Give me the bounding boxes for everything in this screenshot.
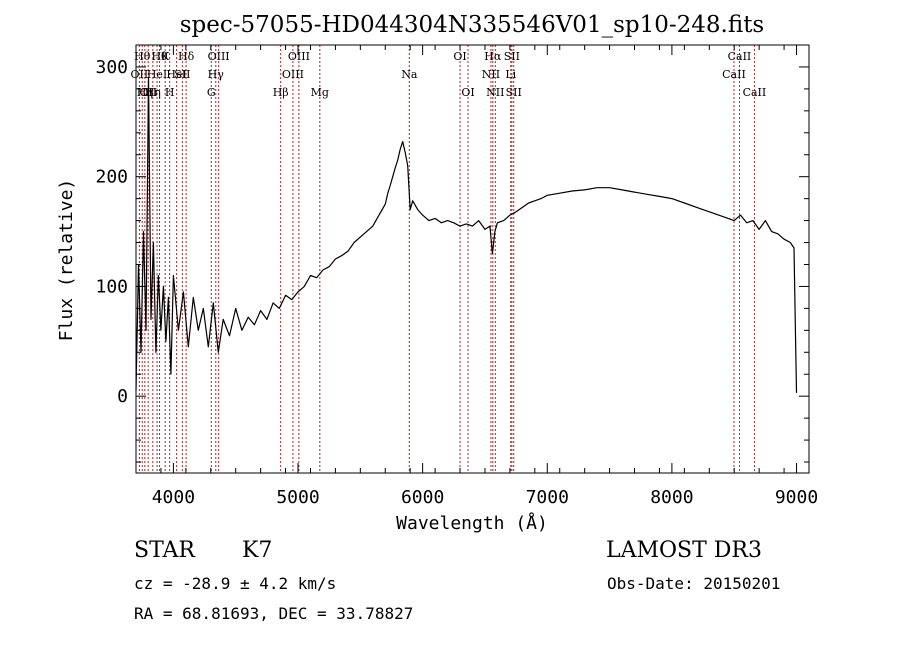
redshift-velocity: cz = -28.9 ± 4.2 km/s <box>134 574 337 593</box>
marker-label-5: HeI <box>147 68 167 81</box>
x-tick-label-3: 7000 <box>526 487 569 508</box>
x-tick-label-2: 6000 <box>401 487 444 508</box>
marker-label-11: Hδ <box>178 50 195 63</box>
plot-frame <box>135 44 810 474</box>
marker-label-15: Hβ <box>273 86 289 99</box>
marker-label-23: Hα <box>484 50 502 63</box>
x-tick-label-1: 5000 <box>276 487 319 508</box>
marker-label-18: Mg <box>311 86 329 99</box>
marker-label-24: NII <box>486 86 504 99</box>
observation-date: Obs-Date: 20150201 <box>607 574 781 593</box>
x-axis-label: Wavelength (Å) <box>396 512 548 534</box>
marker-label-17: OIII <box>288 50 310 63</box>
spectrum-line-0 <box>135 77 798 393</box>
marker-label-22: NII <box>482 68 500 81</box>
y-tick-label-1: 100 <box>95 276 128 297</box>
marker-label-14: OIII <box>208 50 230 63</box>
chart-title: spec-57055-HD044304N335546V01_sp10-248.f… <box>180 12 765 38</box>
marker-labels: OIIHθHηOIIHηHeIHθKHHeISIIHδGHγOIIIHβOIII… <box>131 50 767 99</box>
marker-label-7: K <box>161 50 170 63</box>
marker-label-10: SII <box>174 68 190 81</box>
marker-label-13: Hγ <box>208 68 225 81</box>
spectral-subclass: K7 <box>242 538 273 563</box>
y-axis-label: Flux (relative) <box>56 179 77 342</box>
marker-label-29: CaII <box>728 50 752 63</box>
y-axis: 0 100 200 300 <box>95 44 809 463</box>
marker-label-9: HeI <box>166 68 186 81</box>
marker-label-25: Li <box>505 68 516 81</box>
marker-label-1: Hθ <box>134 50 151 63</box>
marker-label-6: Hθ <box>151 50 168 63</box>
survey-label: LAMOST DR3 <box>606 538 762 563</box>
y-tick-label-0: 0 <box>117 386 128 407</box>
marker-lines <box>138 45 755 473</box>
marker-label-0: OII <box>131 68 149 81</box>
spectrum-series <box>135 77 798 393</box>
x-tick-label-4: 8000 <box>650 487 693 508</box>
coordinates: RA = 68.81693, DEC = 33.78827 <box>134 604 414 623</box>
marker-label-19: Na <box>401 68 418 81</box>
marker-label-28: CaII <box>722 68 746 81</box>
y-tick-label-3: 300 <box>95 57 128 78</box>
marker-label-30: CaII <box>743 86 767 99</box>
marker-label-12: G <box>207 86 216 99</box>
marker-label-4: Hη <box>145 86 161 99</box>
marker-label-16: OIII <box>282 68 304 81</box>
y-tick-label-2: 200 <box>95 167 128 188</box>
x-axis: 4000 5000 6000 7000 8000 9000 <box>135 45 818 508</box>
marker-label-26: SII <box>504 50 520 63</box>
x-tick-label-5: 9000 <box>775 487 818 508</box>
object-class: STAR <box>134 538 195 563</box>
marker-label-27: SII <box>506 86 522 99</box>
marker-label-20: OI <box>453 50 466 63</box>
marker-label-21: OI <box>461 86 474 99</box>
x-tick-label-0: 4000 <box>152 487 195 508</box>
marker-label-8: H <box>165 86 175 99</box>
